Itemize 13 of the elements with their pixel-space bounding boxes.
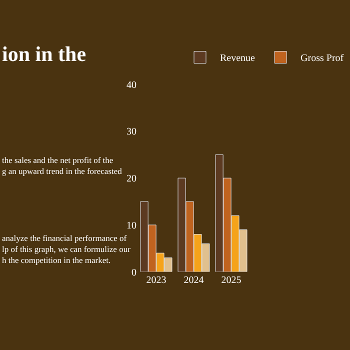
- y-tick-label: 30: [126, 126, 136, 138]
- y-tick-label: 10: [126, 220, 136, 232]
- chart-title: ion in the: [2, 42, 86, 66]
- y-tick-label: 20: [126, 174, 136, 185]
- legend-label: Revenue: [220, 53, 256, 64]
- text: analyze the financial performance of lp of this graph, we can formulize our h the competition in the market.: [2, 233, 131, 266]
- y-tick-label: 0: [132, 267, 136, 278]
- x-tick-label: 2024: [184, 274, 204, 286]
- x-tick-label: 2023: [146, 274, 166, 286]
- legend-label: Gross Prof: [300, 53, 344, 64]
- text: the sales and the net profit of the g an upward trend in the forecasted: [2, 155, 123, 176]
- y-tick-label: 40: [126, 80, 136, 91]
- x-tick-label: 2025: [221, 274, 242, 286]
